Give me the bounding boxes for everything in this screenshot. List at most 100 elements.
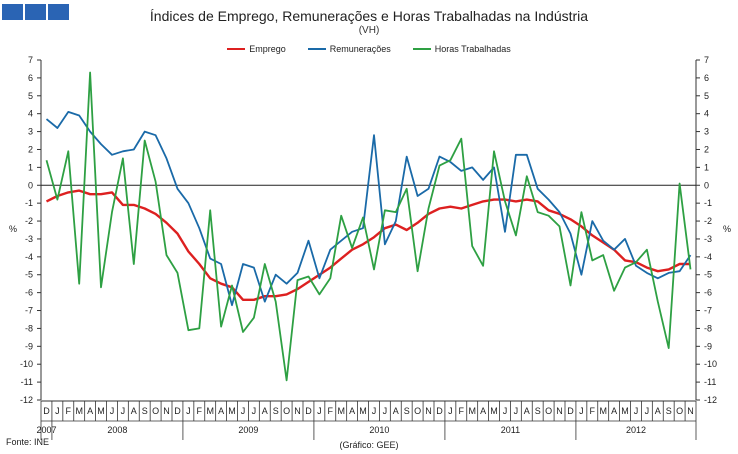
x-year-label: 2011: [501, 425, 520, 435]
x-month-label: F: [328, 406, 334, 416]
logo: [2, 4, 69, 20]
x-month-label: A: [524, 406, 530, 416]
chart-subtitle: (VH): [358, 25, 380, 36]
y-tick-label-left: -10: [20, 359, 33, 369]
legend-label-emprego: Emprego: [249, 44, 286, 54]
x-month-label: J: [448, 406, 453, 416]
series-line-horas-trabalhadas: [45, 71, 692, 382]
x-month-label: M: [359, 406, 367, 416]
x-month-label: S: [404, 406, 410, 416]
series-line-remunera-es: [45, 111, 692, 307]
chart-title: Índices de Emprego, Remunerações e Horas…: [149, 8, 589, 24]
x-month-label: J: [241, 406, 246, 416]
x-month-label: N: [556, 406, 563, 416]
y-tick-label-left: -7: [25, 306, 33, 316]
x-month-label: S: [535, 406, 541, 416]
y-tick-label-left: 7: [28, 55, 33, 65]
x-month-label: S: [142, 406, 148, 416]
y-tick-label-left: -4: [25, 252, 33, 262]
y-tick-label-right: 1: [704, 162, 709, 172]
x-month-label: J: [252, 406, 257, 416]
x-month-label: N: [294, 406, 301, 416]
y-tick-label-left: 5: [28, 91, 33, 101]
y-tick-label-right: 0: [704, 180, 709, 190]
y-tick-label-left: -8: [25, 323, 33, 333]
x-month-label: F: [459, 406, 465, 416]
x-month-label: J: [55, 406, 60, 416]
x-month-label: F: [590, 406, 596, 416]
x-month-label: A: [131, 406, 137, 416]
y-tick-label-left: 2: [28, 144, 33, 154]
x-month-label: J: [121, 406, 126, 416]
x-month-label: J: [372, 406, 377, 416]
x-month-label: M: [599, 406, 607, 416]
x-month-label: M: [490, 406, 498, 416]
y-tick-label-right: -9: [704, 341, 712, 351]
y-tick-label-left: 1: [28, 162, 33, 172]
x-month-label: A: [349, 406, 355, 416]
x-month-label: M: [228, 406, 236, 416]
y-tick-label-right: -4: [704, 252, 712, 262]
legend-item-horas: Horas Trabalhadas: [412, 44, 511, 54]
y-tick-label-left: 3: [28, 127, 33, 137]
y-tick-label-right: -7: [704, 306, 712, 316]
legend-label-horas: Horas Trabalhadas: [434, 44, 511, 54]
x-year-label: 2009: [238, 425, 258, 435]
x-month-label: D: [305, 406, 312, 416]
axes: -12 -12-11 -11-10 -10-9 -9-8 -8-7 -7-6 -6-5 -5-4…: [9, 55, 731, 405]
x-month-label: A: [611, 406, 617, 416]
y-tick-label-right: -12: [704, 395, 717, 405]
y-tick-label-right: -5: [704, 270, 712, 280]
x-month-label: J: [645, 406, 650, 416]
legend-swatch-emprego: [227, 48, 246, 50]
x-month-label: O: [545, 406, 552, 416]
y-tick-label-left: 0: [28, 180, 33, 190]
y-tick-label-right: 7: [704, 55, 709, 65]
y-tick-label-left: 6: [28, 73, 33, 83]
x-month-label: A: [218, 406, 224, 416]
x-month-label: M: [468, 406, 476, 416]
x-month-label: J: [579, 406, 584, 416]
x-month-label: A: [480, 406, 486, 416]
x-month-label: J: [514, 406, 519, 416]
x-month-label: D: [436, 406, 443, 416]
source-note: Fonte: INE: [6, 437, 50, 447]
x-month-label: F: [197, 406, 203, 416]
x-month-label: J: [634, 406, 639, 416]
x-month-label: O: [283, 406, 290, 416]
x-month-label: O: [414, 406, 421, 416]
x-month-label: J: [317, 406, 322, 416]
chart-credit: (Gráfico: GEE): [339, 440, 399, 450]
y-tick-label-left: -12: [20, 395, 33, 405]
x-month-label: M: [621, 406, 629, 416]
y-tick-label-right: -2: [704, 216, 712, 226]
y-tick-label-right: -11: [704, 377, 716, 387]
x-month-label: D: [174, 406, 181, 416]
x-month-label: S: [666, 406, 672, 416]
logo-block-2: [25, 4, 46, 20]
x-year-label: 2007: [36, 425, 56, 435]
y-tick-label-right: -1: [704, 198, 712, 208]
y-tick-label-left: -5: [25, 270, 33, 280]
y-tick-label-left: 4: [28, 109, 33, 119]
x-month-label: O: [676, 406, 683, 416]
x-month-label: J: [186, 406, 191, 416]
x-month-label: A: [262, 406, 268, 416]
x-year-label: 2010: [369, 425, 389, 435]
logo-block-3: [48, 4, 69, 20]
x-month-label: O: [152, 406, 159, 416]
x-month-label: A: [655, 406, 661, 416]
legend-label-remuneracoes: Remunerações: [329, 44, 391, 54]
y-tick-label-left: -1: [25, 198, 33, 208]
series-lines: [45, 71, 692, 382]
x-month-label: N: [687, 406, 694, 416]
y-tick-label-left: -9: [25, 341, 33, 351]
x-month-label: N: [163, 406, 170, 416]
legend: Emprego Remunerações Horas Trabalhadas: [0, 44, 738, 54]
legend-item-remuneracoes: Remunerações: [307, 44, 391, 54]
x-month-label: M: [206, 406, 214, 416]
x-month-label: F: [66, 406, 72, 416]
x-month-label: J: [383, 406, 388, 416]
